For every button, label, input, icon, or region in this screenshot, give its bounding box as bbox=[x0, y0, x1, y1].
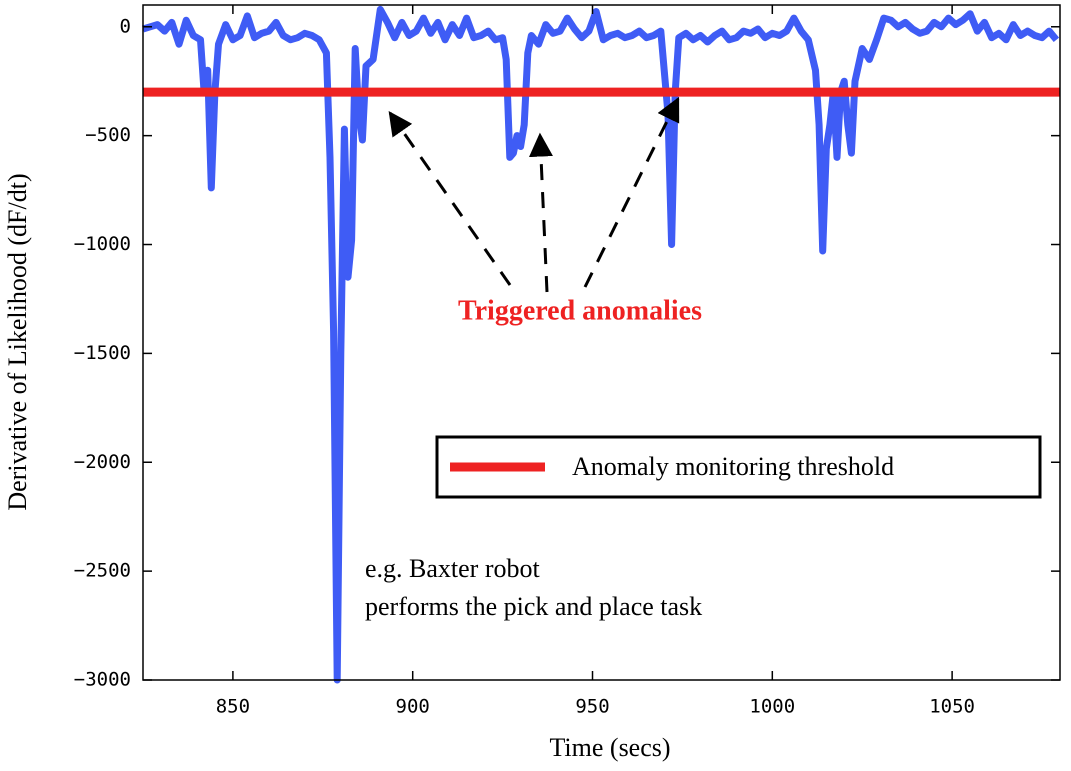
y-tick-label: −1500 bbox=[74, 342, 131, 364]
y-tick-label: −1000 bbox=[74, 233, 131, 255]
annotation-arrows bbox=[388, 96, 680, 293]
legend: Anomaly monitoring threshold bbox=[435, 435, 1042, 499]
x-tick-label: 1000 bbox=[749, 696, 795, 718]
annotation: Triggered anomalies bbox=[458, 295, 702, 326]
x-tick-label: 950 bbox=[575, 696, 609, 718]
y-tick-label: −2000 bbox=[74, 451, 131, 473]
arrow bbox=[388, 111, 512, 286]
y-tick-label: −3000 bbox=[74, 669, 131, 691]
x-tick-label: 1050 bbox=[929, 696, 975, 718]
plot-area bbox=[143, 5, 1060, 680]
x-tick-label: 900 bbox=[396, 696, 430, 718]
x-tick-label: 850 bbox=[216, 696, 250, 718]
x-axis-label: Time (secs) bbox=[549, 733, 670, 762]
legend-label: Anomaly monitoring threshold bbox=[572, 452, 894, 481]
annotation: performs the pick and place task bbox=[365, 592, 702, 621]
y-tick-label: 0 bbox=[120, 15, 131, 37]
y-axis-label: Derivative of Likelihood (dF/dt) bbox=[3, 173, 32, 510]
plot-frame bbox=[142, 4, 1061, 681]
arrow bbox=[583, 96, 680, 288]
y-tick-label: −500 bbox=[85, 124, 131, 146]
y-tick-label: −2500 bbox=[74, 560, 131, 582]
annotation: e.g. Baxter robot bbox=[365, 554, 541, 583]
data-line bbox=[141, 5, 1060, 684]
